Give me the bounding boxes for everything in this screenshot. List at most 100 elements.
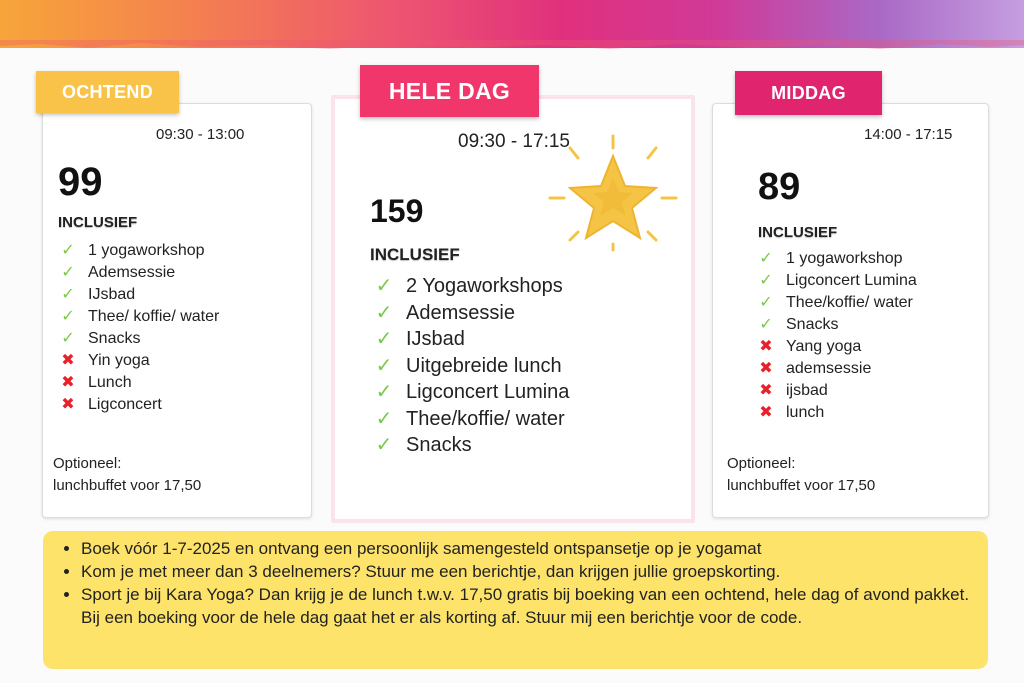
- feature-item: ✓ Ligconcert Lumina: [754, 270, 917, 292]
- feature-label: Snacks: [406, 434, 472, 456]
- check-icon: ✓: [61, 242, 75, 259]
- feature-label: Ligconcert: [88, 396, 162, 413]
- afternoon-card: [712, 103, 989, 518]
- notes-list: Boek vóór 1-7-2025 en ontvang een persoo…: [43, 531, 988, 629]
- feature-label: Ligconcert Lumina: [406, 381, 570, 403]
- fullday-card: [331, 95, 695, 523]
- morning-feature-list: ✓ 1 yogaworkshop ✓ Ademsessie ✓ IJsbad ✓ Thee/ …: [56, 240, 219, 416]
- feature-label: IJsbad: [406, 328, 465, 350]
- feature-label: Thee/koffie/ water: [406, 407, 565, 430]
- feature-item: ✓ 2 Yogaworkshops: [370, 273, 569, 300]
- feature-item: ✖ Yin yoga: [56, 350, 219, 372]
- afternoon-tab: MIDDAG: [735, 71, 882, 115]
- check-icon: ✓: [759, 272, 773, 289]
- feature-item: ✖ lunch: [754, 402, 917, 424]
- feature-label: ademsessie: [786, 360, 872, 377]
- afternoon-optional-title: Optioneel:: [727, 455, 796, 472]
- feature-item: ✓ Snacks: [754, 314, 917, 336]
- afternoon-optional-text: lunchbuffet voor 17,50: [727, 477, 876, 494]
- check-icon: ✓: [375, 381, 393, 403]
- feature-item: ✓ Ademsessie: [370, 300, 569, 327]
- cross-icon: ✖: [61, 396, 75, 413]
- check-icon: ✓: [375, 407, 393, 430]
- feature-label: Ligconcert Lumina: [786, 272, 917, 289]
- feature-item: ✖ Yang yoga: [754, 336, 917, 358]
- afternoon-optional: Optioneel: lunchbuffet voor 17,50: [727, 453, 875, 497]
- feature-item: ✖ ademsessie: [754, 358, 917, 380]
- feature-label: Uitgebreide lunch: [406, 354, 562, 377]
- feature-item: ✖ ijsbad: [754, 380, 917, 402]
- cross-icon: ✖: [61, 374, 75, 391]
- feature-item: ✓ Ademsessie: [56, 262, 219, 284]
- check-icon: ✓: [61, 330, 75, 347]
- feature-label: Yang yoga: [786, 338, 862, 355]
- check-icon: ✓: [759, 294, 773, 311]
- feature-label: Yin yoga: [88, 352, 150, 369]
- fullday-feature-list: ✓ 2 Yogaworkshops ✓ Ademsessie ✓ IJsbad ✓ Uitge…: [370, 273, 570, 459]
- feature-label: Snacks: [786, 316, 839, 333]
- cross-icon: ✖: [759, 382, 773, 399]
- check-icon: ✓: [759, 316, 773, 333]
- cross-icon: ✖: [759, 338, 773, 355]
- note-item: Sport je bij Kara Yoga? Dan krijg je de …: [81, 583, 974, 629]
- star-icon: [548, 134, 678, 252]
- feature-item: ✓ 1 yogaworkshop: [56, 240, 219, 262]
- afternoon-feature-list: ✓ 1 yogaworkshop ✓ Ligconcert Lumina ✓ Thee/k…: [754, 248, 917, 424]
- morning-time: 09:30 - 13:00: [156, 126, 245, 143]
- note-item: Kom je met meer dan 3 deelnemers? Stuur …: [81, 560, 974, 583]
- feature-label: 1 yogaworkshop: [88, 242, 205, 259]
- check-icon: ✓: [375, 275, 393, 297]
- cross-icon: ✖: [759, 360, 773, 377]
- cross-icon: ✖: [759, 404, 773, 421]
- fullday-tab: HELE DAG: [360, 65, 539, 117]
- feature-label: 1 yogaworkshop: [786, 250, 903, 267]
- morning-includes-label: INCLUSIEF: [58, 214, 138, 231]
- afternoon-price: 89: [758, 166, 801, 208]
- feature-item: ✓ Thee/koffie/ water: [754, 292, 917, 314]
- check-icon: ✓: [375, 328, 393, 350]
- feature-item: ✓ Snacks: [56, 328, 219, 350]
- feature-item: ✓ IJsbad: [56, 284, 219, 306]
- morning-tab: OCHTEND: [36, 71, 179, 113]
- feature-label: Snacks: [88, 330, 141, 347]
- feature-item: ✖ Lunch: [56, 372, 219, 394]
- fullday-includes-label: INCLUSIEF: [370, 245, 460, 264]
- feature-label: IJsbad: [88, 286, 136, 303]
- feature-item: ✓ Thee/koffie/ water: [370, 406, 569, 433]
- feature-label: Thee/koffie/ water: [786, 294, 913, 311]
- check-icon: ✓: [61, 264, 75, 281]
- feature-item: ✓ IJsbad: [370, 326, 569, 353]
- check-icon: ✓: [61, 308, 75, 325]
- feature-label: ijsbad: [786, 382, 828, 399]
- morning-price: 99: [58, 160, 103, 204]
- fullday-price: 159: [370, 193, 424, 229]
- notes-box: Boek vóór 1-7-2025 en ontvang een persoo…: [43, 531, 988, 669]
- feature-label: lunch: [786, 404, 825, 421]
- feature-item: ✖ Ligconcert: [56, 394, 219, 416]
- check-icon: ✓: [375, 434, 393, 456]
- feature-item: ✓ Uitgebreide lunch: [370, 353, 569, 380]
- banner-torn-edge: [0, 40, 1024, 49]
- feature-label: 2 Yogaworkshops: [406, 275, 563, 297]
- morning-card: [42, 103, 312, 518]
- morning-optional: Optioneel: lunchbuffet voor 17,50: [53, 453, 201, 497]
- note-item: Boek vóór 1-7-2025 en ontvang een persoo…: [81, 537, 974, 560]
- feature-item: ✓ Snacks: [370, 432, 569, 459]
- fullday-time: 09:30 - 17:15: [458, 131, 570, 152]
- cross-icon: ✖: [61, 352, 75, 369]
- feature-label: Lunch: [88, 374, 132, 391]
- check-icon: ✓: [61, 286, 75, 303]
- top-banner: [0, 0, 1024, 48]
- feature-item: ✓ Ligconcert Lumina: [370, 379, 570, 406]
- check-icon: ✓: [375, 301, 393, 324]
- afternoon-time: 14:00 - 17:15: [864, 126, 953, 143]
- check-icon: ✓: [375, 354, 393, 377]
- morning-optional-text: lunchbuffet voor 17,50: [53, 477, 202, 494]
- check-icon: ✓: [759, 250, 773, 267]
- feature-label: Ademsessie: [88, 264, 176, 281]
- feature-label: Thee/ koffie/ water: [88, 308, 220, 325]
- morning-optional-title: Optioneel:: [53, 455, 122, 472]
- feature-item: ✓ 1 yogaworkshop: [754, 248, 917, 270]
- feature-label: Ademsessie: [406, 301, 515, 324]
- afternoon-includes-label: INCLUSIEF: [758, 224, 838, 241]
